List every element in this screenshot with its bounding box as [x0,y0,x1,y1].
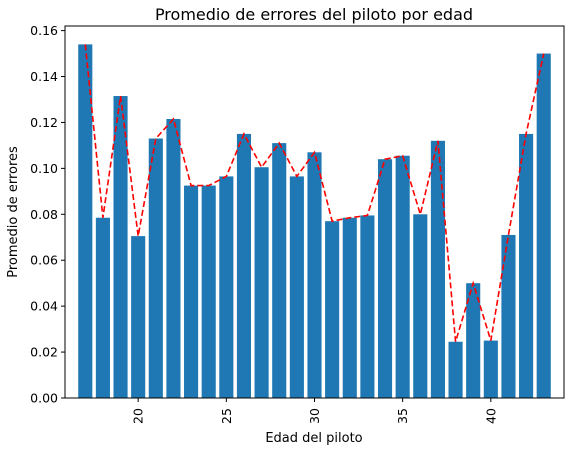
bar-age-26 [236,133,252,399]
bar-age-22 [166,119,181,398]
bar-age-20 [131,236,146,398]
bar-age-28 [272,143,287,398]
chart-title: Promedio de errores del piloto por edad [155,5,473,24]
bar-age-29 [289,176,304,398]
bar-age-25 [219,176,234,398]
y-tick-label: 0.04 [30,299,58,314]
bar-age-36 [413,214,428,398]
bar-age-27 [254,167,269,398]
bar-age-39 [466,283,481,398]
bar-age-18 [95,217,110,398]
bar-age-41 [501,234,516,398]
bar-age-43 [536,53,551,399]
y-tick-label: 0.08 [30,207,58,222]
trend-line [84,44,545,342]
y-tick-label: 0.00 [30,391,58,406]
bars-group [78,44,551,399]
bar-age-31 [325,221,340,398]
bar-age-19 [113,96,128,398]
y-tick-label: 0.14 [30,69,58,84]
x-tick-label: 20 [131,408,146,424]
x-tick-label: 40 [483,408,498,424]
bar-age-34 [377,159,393,398]
y-tick-label: 0.06 [30,253,58,268]
bar-age-21 [148,138,163,398]
y-axis: 0.00 0.02 0.04 0.06 0.08 0.10 0.12 0.14 0.16 [30,23,65,406]
x-axis: 20 25 30 35 40 [131,398,498,424]
bar-age-40 [483,340,498,398]
y-axis-label: Promedio de errores [6,146,21,278]
bar-age-32 [342,217,357,398]
bar-age-17 [78,44,93,399]
x-axis-label: Edad del piloto [265,431,362,446]
bar-age-23 [184,185,199,398]
y-tick-label: 0.12 [30,115,58,130]
bar-age-38 [448,341,463,398]
x-tick-label: 30 [307,408,322,424]
bar-age-42 [519,133,534,399]
x-tick-label: 25 [219,408,234,424]
bar-age-35 [395,155,410,398]
bar-age-30 [307,152,322,398]
y-tick-label: 0.10 [30,161,58,176]
bar-age-37 [430,140,445,398]
line-layer [84,44,545,342]
bar-age-24 [201,185,216,398]
x-tick-label: 35 [395,408,410,424]
bar-age-33 [360,215,375,398]
y-tick-label: 0.02 [30,345,58,360]
y-tick-label: 0.16 [30,23,58,38]
